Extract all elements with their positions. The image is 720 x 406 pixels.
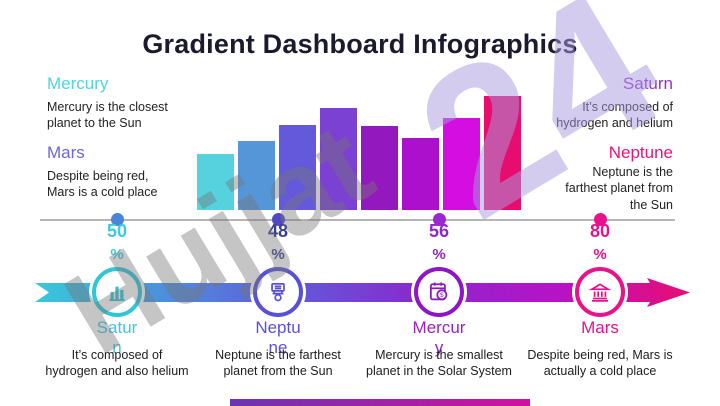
timeline-circle: $: [414, 267, 464, 317]
timeline-circle: [575, 267, 625, 317]
marker-percent-sign: %: [110, 245, 124, 263]
timeline-item-mercury: $ Mercur y Mercury is the smallest plane…: [339, 267, 539, 378]
page-title: Gradient Dashboard Infographics: [142, 29, 578, 59]
timeline-body: Despite being red, Mars is actually a co…: [527, 348, 673, 379]
note-saturn-heading: Saturn: [622, 74, 673, 93]
bank-icon: [588, 283, 612, 302]
timeline-circle: [253, 267, 303, 317]
note-saturn: Saturn It’s composed of hydrogen and hel…: [503, 74, 673, 132]
note-mars-body: Despite being red, Mars is a cold place: [47, 169, 158, 200]
percent-marker-3: 56 %: [409, 213, 469, 263]
note-mars-heading: Mars: [47, 143, 85, 162]
timeline-body: It’s composed of hydrogen and also heliu…: [45, 348, 189, 379]
timeline-heading: Satur n: [96, 318, 138, 358]
axis-line: [40, 219, 675, 221]
bar: [443, 118, 480, 210]
marker-percent-sign: %: [593, 245, 607, 263]
percent-marker-4: 80 %: [570, 213, 630, 263]
bar: [484, 96, 521, 210]
calculator-icon: $: [430, 282, 448, 301]
timeline-item-mars: Mars Despite being red, Mars is actually…: [500, 267, 700, 378]
note-neptune-body: Neptune is the farthest planet from the …: [565, 165, 673, 212]
timeline-circle: [92, 267, 142, 317]
note-mercury-heading: Mercury: [47, 74, 109, 93]
marker-percent-sign: %: [271, 245, 285, 263]
bar: [279, 125, 316, 210]
timeline-body: Neptune is the farthest planet from the …: [215, 348, 341, 379]
note-saturn-body: It’s composed of hydrogen and helium: [556, 100, 673, 131]
percent-marker-1: 50 %: [87, 213, 147, 263]
timeline-heading: Neptu ne: [255, 318, 301, 358]
marker-dot: [593, 213, 607, 226]
timeline-item-neptune: Neptu ne Neptune is the farthest planet …: [178, 267, 378, 378]
bar: [320, 108, 357, 210]
marker-dot: [432, 213, 446, 226]
bar: [361, 126, 398, 210]
bar: [238, 141, 275, 210]
note-mars: Mars Despite being red, Mars is a cold p…: [47, 143, 217, 201]
timeline-body: Mercury is the smallest planet in the So…: [366, 348, 512, 379]
marker-dot: [110, 213, 124, 226]
bar: [402, 138, 439, 210]
timeline-heading: Mars: [581, 318, 619, 337]
cash-register-icon: [271, 283, 285, 302]
marker-value: 56: [428, 221, 450, 241]
marker-value: 48: [267, 221, 289, 241]
note-mercury-body: Mercury is the closest planet to the Sun: [47, 100, 168, 131]
marker-percent-sign: %: [432, 245, 446, 263]
marker-value: 80: [589, 221, 611, 241]
percent-marker-2: 48 %: [248, 213, 308, 263]
timeline-item-saturn: Satur n It’s composed of hydrogen and al…: [17, 267, 217, 378]
svg-text:$: $: [440, 292, 444, 299]
marker-value: 50: [106, 221, 128, 241]
bar-chart: [197, 96, 521, 210]
marker-dot: [271, 213, 285, 226]
note-neptune-heading: Neptune: [608, 143, 673, 162]
bar-chart-icon: [109, 286, 125, 302]
note-neptune: Neptune Neptune is the farthest planet f…: [503, 143, 673, 213]
timeline-heading: Mercur y: [412, 318, 466, 358]
bar: [197, 154, 234, 210]
footer-accent-bar: [230, 399, 530, 406]
note-mercury: Mercury Mercury is the closest planet to…: [47, 74, 217, 132]
